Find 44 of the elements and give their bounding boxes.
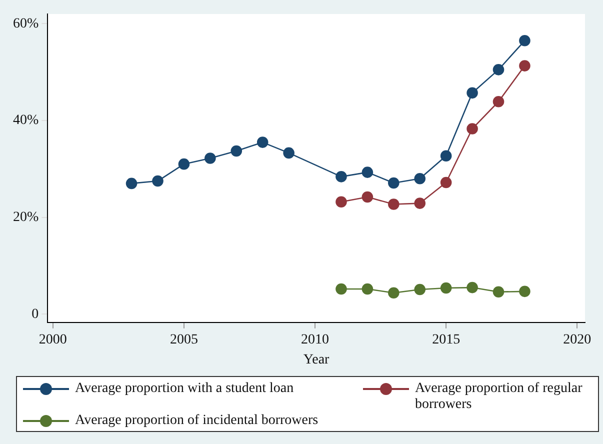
point [204, 152, 216, 164]
point [283, 147, 294, 159]
point [256, 136, 268, 148]
y-tick-label: 60% [12, 16, 39, 32]
legend-label: Average proportion of incidental borrowers [75, 413, 318, 429]
point [466, 282, 478, 294]
point [336, 283, 347, 295]
x-tick-label: 2005 [170, 332, 198, 348]
point [362, 166, 374, 178]
point [440, 176, 452, 188]
y-tick-label: 20% [12, 210, 39, 226]
legend-label: Average proportion of regular borrowers [415, 381, 584, 413]
point [440, 282, 452, 294]
point [178, 158, 190, 170]
point [492, 286, 504, 298]
point [388, 198, 400, 210]
point [152, 175, 164, 187]
point [414, 172, 426, 184]
x-axis-title: Year [303, 352, 330, 368]
point [519, 286, 530, 298]
point [336, 171, 347, 182]
point [519, 34, 530, 46]
x-tick-label: 2000 [38, 332, 67, 348]
x-tick-label: 2010 [301, 332, 330, 348]
point [414, 198, 426, 209]
point [440, 150, 452, 162]
point [362, 191, 374, 203]
y-tick-label: 0 [32, 306, 39, 322]
legend-label: Average proportion with a student loan [75, 381, 294, 397]
point [466, 87, 478, 99]
point [126, 178, 138, 190]
point [492, 64, 504, 76]
point [388, 287, 400, 299]
point [388, 177, 400, 189]
point [519, 60, 530, 72]
point [466, 123, 478, 134]
x-tick-label: 2020 [563, 332, 592, 348]
point [362, 283, 374, 295]
y-tick-label: 40% [12, 113, 39, 128]
point [336, 196, 347, 208]
point [414, 284, 426, 296]
point [492, 96, 504, 108]
x-tick-label: 2015 [432, 332, 460, 348]
point [230, 145, 242, 157]
